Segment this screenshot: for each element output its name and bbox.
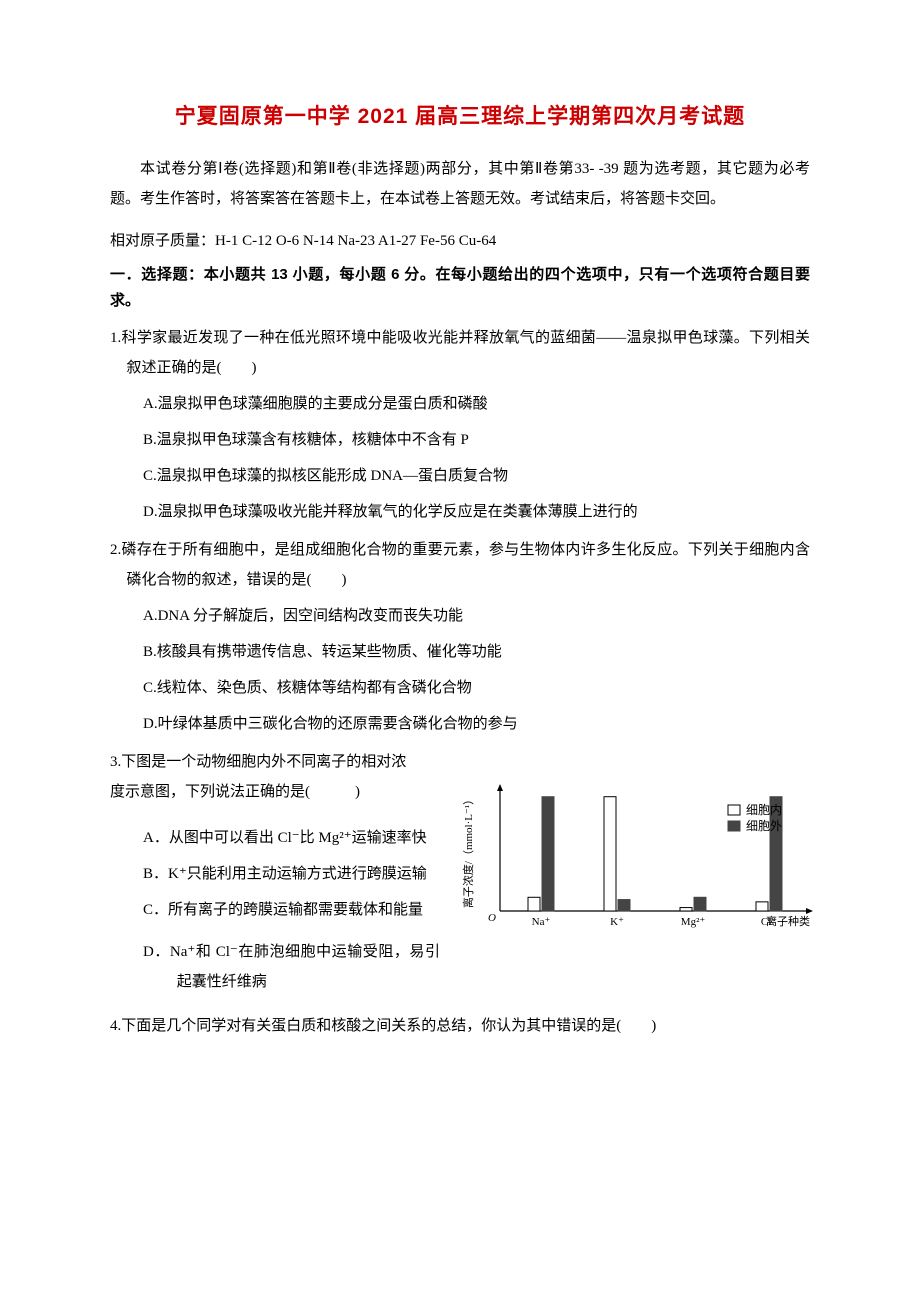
q3-stem-line1: 3.下图是一个动物细胞内外不同离子的相对浓 [110,747,440,777]
svg-text:细胞内: 细胞内 [746,803,782,817]
q2-option-c: C.线粒体、染色质、核糖体等结构都有含磷化合物 [110,673,810,703]
svg-text:离子种类: 离子种类 [766,914,810,928]
q3-stem-line2: 度示意图，下列说法正确的是( ) [110,777,440,807]
q1-option-c: C.温泉拟甲色球藻的拟核区能形成 DNA—蛋白质复合物 [110,461,810,491]
q3-option-b: B．K⁺只能利用主动运输方式进行跨膜运输 [110,859,440,889]
q1-option-d: D.温泉拟甲色球藻吸收光能并释放氧气的化学反应是在类囊体薄膜上进行的 [110,497,810,527]
q3-option-a: A．从图中可以看出 Cl⁻比 Mg²⁺运输速率快 [110,823,440,853]
q2-option-a: A.DNA 分子解旋后，因空间结构改变而丧失功能 [110,601,810,631]
exam-page: 宁夏固原第一中学 2021 届高三理综上学期第四次月考试题 本试卷分第Ⅰ卷(选择… [0,0,920,1302]
q1-stem: 1.科学家最近发现了一种在低光照环境中能吸收光能并释放氧气的蓝细菌——温泉拟甲色… [110,323,810,383]
q3-option-d-tail: 起囊性纤维病 [177,974,267,990]
section-1-heading: 一．选择题：本小题共 13 小题，每小题 6 分。在每小题给出的四个选项中，只有… [110,262,810,313]
q1-option-a: A.温泉拟甲色球藻细胞膜的主要成分是蛋白质和磷酸 [110,389,810,419]
q3-text-block: 3.下图是一个动物细胞内外不同离子的相对浓 度示意图，下列说法正确的是( ) A… [110,747,440,1003]
svg-text:O: O [488,912,496,924]
page-title: 宁夏固原第一中学 2021 届高三理综上学期第四次月考试题 [110,100,810,130]
question-2: 2.磷存在于所有细胞中，是组成细胞化合物的重要元素，参与生物体内许多生化反应。下… [110,535,810,739]
q2-stem: 2.磷存在于所有细胞中，是组成细胞化合物的重要元素，参与生物体内许多生化反应。下… [110,535,810,595]
q4-stem: 4.下面是几个同学对有关蛋白质和核酸之间关系的总结，你认为其中错误的是( ) [110,1011,810,1041]
q3-option-c: C．所有离子的跨膜运输都需要载体和能量 [110,895,440,925]
svg-text:离子浓度/（mmol·L⁻¹）: 离子浓度/（mmol·L⁻¹） [461,794,475,908]
intro-paragraph: 本试卷分第Ⅰ卷(选择题)和第Ⅱ卷(非选择题)两部分，其中第Ⅱ卷第33- -39 … [110,154,810,214]
svg-text:K⁺: K⁺ [610,916,624,928]
question-3: 3.下图是一个动物细胞内外不同离子的相对浓 度示意图，下列说法正确的是( ) A… [110,747,810,1003]
svg-text:Na⁺: Na⁺ [532,916,551,928]
q1-option-b: B.温泉拟甲色球藻含有核糖体，核糖体中不含有 P [110,425,810,455]
q2-option-b: B.核酸具有携带遗传信息、转运某些物质、催化等功能 [110,637,810,667]
atomic-masses: 相对原子质量：H-1 C-12 O-6 N-14 Na-23 A1-27 Fe-… [110,226,810,256]
q3-option-d-text: D．Na⁺和 Cl⁻在肺泡细胞中运输受阻，易引 [143,944,440,960]
svg-text:Mg²⁺: Mg²⁺ [681,916,706,928]
ion-concentration-chart: 离子浓度/（mmol·L⁻¹）ONa⁺K⁺Mg²⁺Cl⁻离子种类细胞内细胞外 [460,777,820,937]
q2-option-d: D.叶绿体基质中三碳化合物的还原需要含磷化合物的参与 [110,709,810,739]
question-1: 1.科学家最近发现了一种在低光照环境中能吸收光能并释放氧气的蓝细菌——温泉拟甲色… [110,323,810,527]
question-4: 4.下面是几个同学对有关蛋白质和核酸之间关系的总结，你认为其中错误的是( ) [110,1011,810,1041]
q3-option-d: D．Na⁺和 Cl⁻在肺泡细胞中运输受阻，易引 起囊性纤维病 [110,937,440,997]
svg-text:细胞外: 细胞外 [746,819,782,833]
